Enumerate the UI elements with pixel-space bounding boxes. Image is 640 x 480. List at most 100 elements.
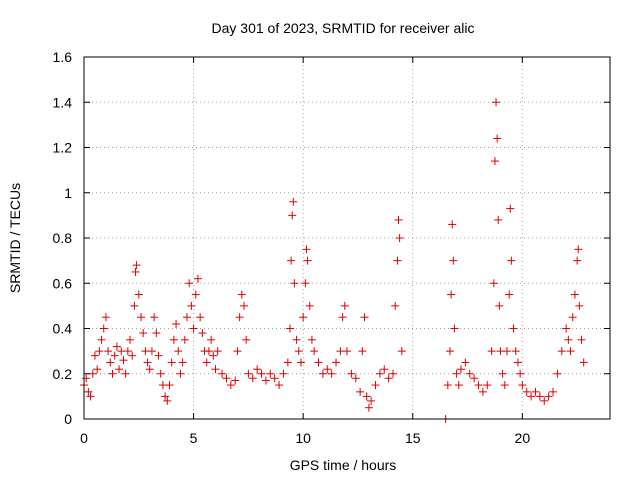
data-point — [371, 381, 380, 390]
y-tick-label: 0.4 — [53, 321, 73, 337]
data-point — [207, 335, 216, 344]
data-point — [490, 157, 499, 166]
data-point — [384, 374, 393, 383]
data-point — [123, 347, 132, 356]
data-point — [568, 313, 577, 322]
data-point — [454, 381, 463, 390]
data-point — [95, 347, 104, 356]
data-point — [393, 256, 402, 265]
data-point — [314, 358, 323, 367]
data-point — [535, 392, 544, 401]
data-point — [93, 365, 102, 374]
data-points — [80, 98, 588, 423]
data-point — [191, 290, 200, 299]
data-point — [391, 301, 400, 310]
data-point — [507, 256, 516, 265]
data-point — [108, 369, 117, 378]
data-point — [134, 290, 143, 299]
data-point — [248, 374, 257, 383]
data-point — [112, 342, 121, 351]
data-point — [152, 329, 161, 338]
data-point — [289, 197, 298, 206]
data-point — [557, 347, 566, 356]
data-point — [470, 374, 479, 383]
data-point — [233, 347, 242, 356]
data-point — [174, 347, 183, 356]
data-point — [544, 392, 553, 401]
data-point — [242, 335, 251, 344]
data-point — [266, 369, 275, 378]
data-point — [226, 381, 235, 390]
data-point — [128, 351, 137, 360]
data-point — [136, 313, 145, 322]
data-point — [244, 369, 253, 378]
data-point — [511, 347, 520, 356]
data-point — [505, 290, 514, 299]
data-point — [483, 381, 492, 390]
data-point — [364, 403, 373, 412]
data-point — [310, 347, 319, 356]
y-tick-label: 1.6 — [53, 49, 73, 65]
y-tick-label: 1.2 — [53, 140, 73, 156]
data-point — [579, 358, 588, 367]
data-point — [397, 347, 406, 356]
data-point — [456, 365, 465, 374]
data-point — [99, 324, 108, 333]
data-point — [187, 301, 196, 310]
data-point — [88, 369, 97, 378]
y-tick-label: 0.8 — [53, 230, 73, 246]
data-point — [522, 387, 531, 396]
data-point — [183, 313, 192, 322]
x-tick-label: 15 — [405, 430, 421, 446]
data-point — [121, 369, 130, 378]
data-point — [494, 215, 503, 224]
data-point — [493, 134, 502, 143]
data-point — [518, 381, 527, 390]
data-point — [474, 381, 483, 390]
data-point — [478, 387, 487, 396]
data-point — [323, 365, 332, 374]
data-point — [566, 347, 575, 356]
data-point — [131, 267, 140, 276]
x-tick-label: 10 — [295, 430, 311, 446]
data-point — [283, 358, 292, 367]
data-point — [239, 301, 248, 310]
data-point — [169, 335, 178, 344]
data-point — [574, 245, 583, 254]
data-point — [351, 374, 360, 383]
data-point — [211, 365, 220, 374]
data-point — [553, 369, 562, 378]
data-point — [577, 335, 586, 344]
data-point — [570, 290, 579, 299]
data-point — [185, 279, 194, 288]
data-point — [502, 347, 511, 356]
gridlines — [84, 57, 610, 419]
data-point — [294, 347, 303, 356]
data-point — [110, 351, 119, 360]
data-point — [498, 369, 507, 378]
data-point — [347, 369, 356, 378]
data-point — [303, 256, 312, 265]
data-point — [395, 234, 404, 242]
y-tick-label: 0.2 — [53, 366, 73, 382]
data-point — [154, 351, 163, 360]
data-point — [82, 374, 91, 383]
data-point — [126, 335, 135, 344]
data-point — [115, 365, 124, 374]
data-point — [165, 381, 174, 390]
data-point — [449, 256, 458, 265]
x-axis-label: GPS time / hours — [290, 457, 397, 473]
data-point — [447, 290, 456, 299]
data-point — [549, 387, 558, 396]
data-point — [443, 381, 452, 390]
data-point — [338, 313, 347, 322]
data-point — [145, 365, 154, 374]
data-point — [275, 381, 284, 390]
data-point — [573, 256, 582, 265]
data-point — [495, 301, 504, 310]
data-point — [189, 324, 198, 333]
data-point — [143, 358, 152, 367]
data-point — [286, 324, 295, 333]
data-point — [380, 365, 389, 374]
